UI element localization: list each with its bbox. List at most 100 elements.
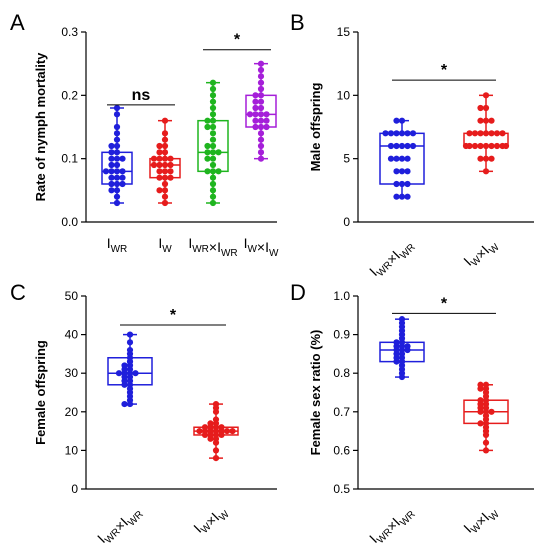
y-tick-label: 0.7	[333, 405, 350, 419]
data-point	[108, 155, 115, 162]
data-point	[161, 168, 169, 175]
data-point	[393, 193, 400, 200]
box-group	[107, 331, 153, 408]
category-label-1: IW	[158, 235, 172, 255]
data-point	[113, 155, 121, 162]
data-point	[201, 424, 209, 431]
data-point	[257, 79, 265, 86]
data-point	[156, 168, 163, 175]
data-point	[404, 343, 411, 350]
data-point	[263, 117, 270, 124]
data-point	[204, 142, 211, 150]
data-point	[387, 130, 395, 137]
y-tick-label: 10	[337, 88, 351, 102]
data-point	[113, 142, 121, 150]
category-label-cross: ×	[209, 239, 217, 255]
data-point	[404, 142, 411, 150]
data-point	[488, 408, 495, 415]
data-point	[393, 180, 400, 188]
y-tick-label: 0.3	[61, 25, 78, 39]
data-point	[398, 180, 406, 188]
data-point	[257, 117, 265, 124]
data-point	[257, 136, 265, 143]
data-point	[404, 193, 411, 200]
data-point	[108, 174, 115, 181]
data-point	[161, 161, 169, 169]
y-tick-label: 0.5	[333, 482, 350, 496]
data-point	[499, 130, 506, 137]
data-point	[252, 117, 259, 124]
data-point	[161, 174, 169, 181]
data-point	[229, 428, 236, 435]
category-label-1: IW×IW	[190, 499, 232, 541]
data-point	[482, 104, 490, 112]
data-point	[393, 155, 400, 162]
data-point	[113, 104, 121, 112]
data-point	[477, 117, 484, 124]
data-point	[161, 136, 169, 143]
data-point	[150, 161, 158, 169]
significance-label: *	[441, 62, 448, 79]
data-point	[102, 168, 110, 175]
data-point	[212, 416, 220, 423]
data-point	[115, 370, 123, 377]
data-point	[471, 130, 479, 137]
data-point	[257, 123, 265, 131]
category-label-subscript: WR	[192, 244, 209, 255]
box-group	[193, 400, 239, 462]
panel-letter: B	[290, 10, 305, 35]
data-point	[113, 111, 121, 118]
y-tick-label: 0.8	[333, 366, 350, 380]
data-point	[167, 174, 174, 181]
data-point	[409, 130, 417, 137]
panel-letter: A	[10, 10, 25, 35]
data-point	[252, 92, 259, 99]
category-label-0: IWR×IWR	[366, 500, 418, 545]
data-point	[393, 130, 400, 137]
y-tick-label: 5	[343, 152, 350, 166]
data-point	[161, 155, 169, 162]
data-point	[257, 98, 265, 105]
data-point	[108, 180, 115, 188]
data-point	[119, 168, 126, 175]
box-group	[462, 92, 510, 175]
data-point	[113, 199, 121, 207]
data-point	[482, 381, 490, 388]
data-point	[113, 130, 121, 137]
data-point	[488, 142, 495, 150]
data-point	[161, 149, 169, 156]
y-axis-title: Female sex ratio (%)	[308, 330, 323, 456]
data-point	[393, 339, 400, 346]
data-point	[161, 193, 169, 200]
data-point	[257, 73, 265, 80]
category-label-0: IWR	[107, 235, 128, 255]
data-point	[108, 161, 115, 169]
data-point	[223, 428, 231, 435]
significance-label: *	[441, 295, 448, 312]
data-point	[113, 180, 121, 188]
category-label-subscript: WR	[111, 244, 128, 255]
data-point	[387, 155, 395, 162]
data-point	[398, 130, 406, 137]
category-label-base: I	[217, 239, 221, 255]
data-point	[218, 424, 225, 431]
data-point	[382, 130, 389, 137]
data-point	[209, 79, 217, 86]
box-group	[149, 117, 181, 207]
data-point	[209, 130, 217, 137]
data-point	[119, 155, 126, 162]
data-point	[502, 142, 510, 150]
data-point	[209, 142, 217, 150]
data-point	[398, 193, 406, 200]
box-group	[101, 104, 133, 207]
box-group	[197, 79, 229, 207]
category-label-subscript: WR	[221, 248, 238, 259]
data-point	[108, 149, 115, 156]
data-point	[119, 180, 126, 188]
data-point	[257, 92, 265, 99]
data-point	[482, 130, 490, 137]
data-point	[257, 142, 265, 150]
data-point	[252, 123, 259, 131]
data-point	[113, 174, 121, 181]
data-point	[161, 142, 169, 150]
